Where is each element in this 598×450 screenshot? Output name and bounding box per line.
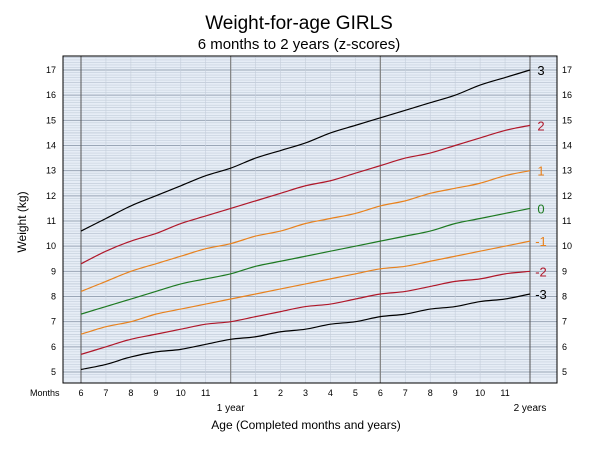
x-tick-label: 10 [475,388,485,398]
z-score-curve-0 [80,207,531,315]
z-score-label--1: -1 [535,234,547,249]
y-tick-label-left: 7 [51,317,56,327]
x-tick-label: 4 [328,388,333,398]
x-year-label: 2 years [514,403,547,414]
x-tick-label: 9 [453,388,458,398]
z-score-curve--3 [80,293,531,371]
x-tick-label: 2 [278,388,283,398]
y-tick-label-right: 12 [562,191,572,201]
y-tick-label-left: 9 [51,266,56,276]
z-score-label-3: 3 [537,63,544,78]
y-tick-label-left: 15 [46,115,56,125]
x-tick-label: 6 [378,388,383,398]
y-tick-label-right: 16 [562,90,572,100]
y-tick-label-right: 15 [562,115,572,125]
grid-lines [63,56,557,383]
x-tick-label: 6 [78,388,83,398]
x-tick-label: 1 [253,388,258,398]
x-tick-label: 10 [176,388,186,398]
x-axis-title: Age (Completed months and years) [211,418,400,432]
y-tick-label-left: 16 [46,90,56,100]
x-tick-label: 3 [303,388,308,398]
y-tick-label-right: 13 [562,166,572,176]
z-score-curve--1 [80,240,531,335]
z-score-label--2: -2 [535,264,547,279]
y-tick-label-left: 17 [46,65,56,75]
y-tick-label-left: 14 [46,141,56,151]
y-tick-label-left: 6 [51,342,56,352]
y-tick-label-left: 5 [51,367,56,377]
y-tick-label-right: 9 [562,266,567,276]
y-tick-label-left: 11 [47,216,56,226]
z-score-curve-3 [80,69,531,232]
x-tick-label: 7 [403,388,408,398]
y-tick-label-right: 7 [562,317,567,327]
y-tick-label-left: 10 [46,241,56,251]
z-score-curve--2 [80,270,531,355]
y-tick-label-right: 5 [562,367,567,377]
y-tick-label-right: 14 [562,141,572,151]
plot-frame [62,55,558,384]
x-tick-label: 8 [128,388,133,398]
z-score-label-1: 1 [537,164,544,179]
y-tick-label-right: 6 [562,342,567,352]
y-tick-label-left: 13 [46,166,56,176]
x-tick-label: 9 [153,388,158,398]
y-tick-label-right: 17 [562,65,572,75]
y-tick-label-right: 8 [562,292,567,302]
z-score-label-0: 0 [537,201,544,216]
chart-title: Weight-for-age GIRLS [205,13,393,34]
x-tick-label: 8 [428,388,433,398]
y-axis-title: Weight (kg) [15,191,29,252]
y-tick-label-right: 10 [562,241,572,251]
y-tick-label-right: 11 [562,216,571,226]
z-score-curve-1 [80,170,531,293]
z-score-label--3: -3 [535,287,547,302]
z-score-label-2: 2 [537,118,544,133]
z-score-curves [80,69,531,371]
x-year-label: 1 year [217,403,245,414]
x-tick-label: 11 [500,388,509,398]
x-tick-label: 7 [103,388,108,398]
x-axis-months-label: Months [30,388,60,398]
z-score-curve-2 [80,124,531,265]
chart-subtitle: 6 months to 2 years (z-scores) [197,36,401,53]
axes [62,55,558,384]
y-tick-label-left: 12 [46,191,56,201]
y-tick-label-left: 8 [51,292,56,302]
x-tick-label: 11 [201,388,210,398]
x-tick-label: 5 [353,388,358,398]
